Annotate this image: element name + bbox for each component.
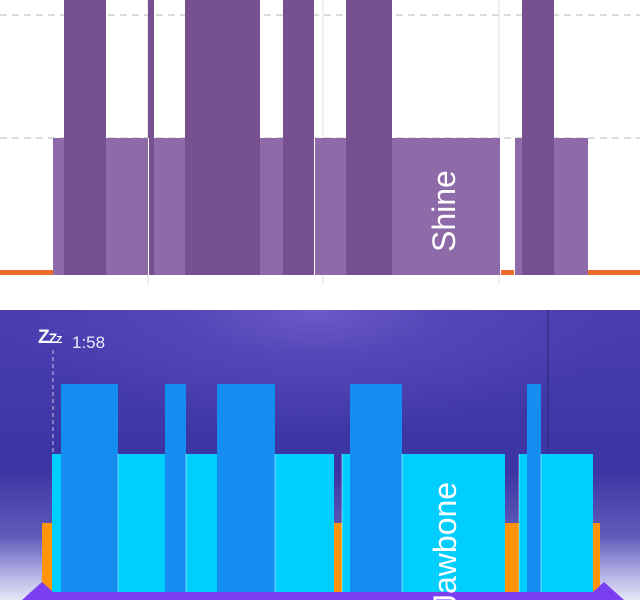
shine-chart-label: Shine xyxy=(426,170,462,252)
shine-segment-deep xyxy=(522,0,554,275)
jawbone-segment-light xyxy=(275,454,334,595)
jawbone-timeline-baseline xyxy=(30,592,610,600)
shine-segment-deep xyxy=(346,0,392,275)
jawbone-segment-awake xyxy=(42,523,52,595)
jawbone-segment-light xyxy=(541,454,593,595)
shine-chart-panel: Shine xyxy=(0,0,640,284)
timeline-end-marker xyxy=(584,582,624,600)
jawbone-segment-deep xyxy=(527,384,541,595)
jawbone-segment-light xyxy=(402,454,505,595)
jawbone-segment-deep xyxy=(350,384,402,595)
shine-segment-light xyxy=(554,138,588,275)
sleep-start-time: 1:58 xyxy=(72,333,106,352)
jawbone-segment-awake xyxy=(505,523,519,595)
shine-sleep-chart: Shine xyxy=(0,0,640,284)
jawbone-segment-light xyxy=(342,454,350,595)
jawbone-segment-deep xyxy=(61,384,118,595)
jawbone-segment-light xyxy=(52,454,61,595)
shine-segment-awake xyxy=(500,270,514,275)
shine-segment-deep xyxy=(64,0,106,275)
timeline-start-marker xyxy=(22,582,62,600)
jawbone-segment-deep xyxy=(217,384,275,595)
shine-segment-light xyxy=(53,138,64,275)
shine-segment-light xyxy=(514,138,522,275)
shine-segment-deep xyxy=(185,0,260,275)
shine-segment-awake xyxy=(588,270,640,275)
jawbone-segment-light xyxy=(186,454,217,595)
jawbone-chart-label: Jawbone xyxy=(427,482,463,600)
shine-segment-light xyxy=(260,138,283,275)
shine-segment-deep xyxy=(283,0,314,275)
zzz-icon: ZZZ xyxy=(38,327,62,348)
shine-segment-light xyxy=(154,138,185,275)
jawbone-segment-light xyxy=(519,454,527,595)
jawbone-chart-panel: Jawbone ZZZ 1:58 xyxy=(0,310,640,600)
jawbone-segment-deep xyxy=(165,384,186,595)
jawbone-segment-awake xyxy=(593,523,600,595)
shine-segment-light xyxy=(106,138,148,275)
jawbone-segment-light xyxy=(118,454,165,595)
shine-segment-light xyxy=(314,138,346,275)
shine-segment-awake xyxy=(0,270,53,275)
jawbone-sleep-chart: Jawbone xyxy=(22,310,624,600)
shine-segment-deep xyxy=(148,0,154,275)
shine-segment-light xyxy=(392,138,500,275)
jawbone-segment-awake xyxy=(334,523,342,595)
